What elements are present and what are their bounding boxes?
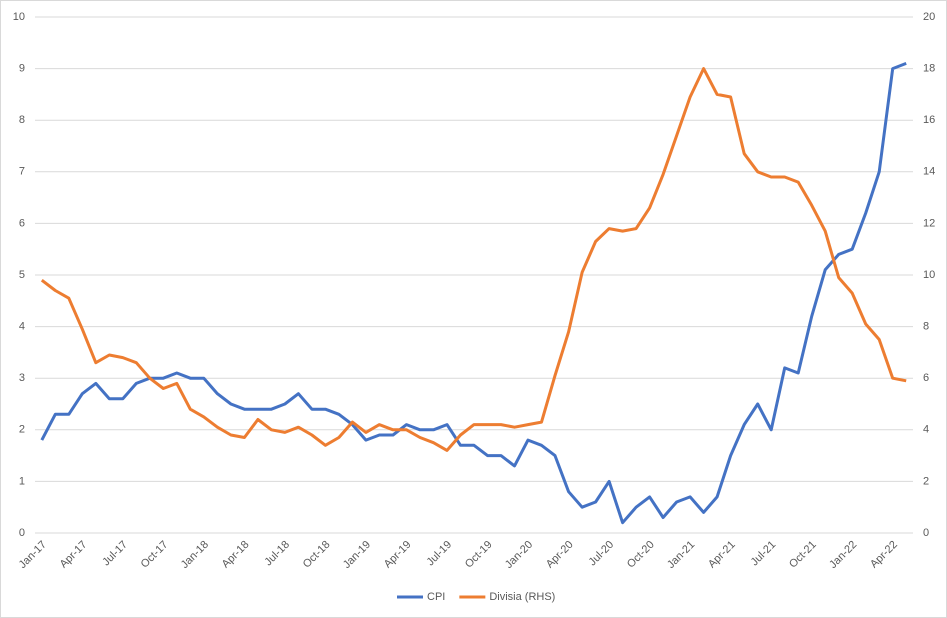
y2-tick-label: 6 bbox=[923, 372, 929, 384]
y-tick-label: 10 bbox=[13, 11, 25, 23]
legend-label: Divisia (RHS) bbox=[489, 591, 555, 603]
y-tick-label: 0 bbox=[19, 527, 25, 539]
y2-tick-label: 12 bbox=[923, 217, 935, 229]
y-tick-label: 4 bbox=[19, 321, 25, 333]
y-tick-label: 6 bbox=[19, 217, 25, 229]
y2-tick-label: 10 bbox=[923, 269, 935, 281]
y2-tick-label: 16 bbox=[923, 114, 935, 126]
y2-tick-label: 18 bbox=[923, 63, 935, 75]
y2-tick-label: 0 bbox=[923, 527, 929, 539]
y2-tick-label: 14 bbox=[923, 166, 935, 178]
series-line bbox=[40, 62, 907, 525]
y-tick-label: 7 bbox=[19, 166, 25, 178]
y-tick-label: 2 bbox=[19, 424, 25, 436]
y2-tick-label: 20 bbox=[923, 11, 935, 23]
y-tick-label: 3 bbox=[19, 372, 25, 384]
series-line bbox=[40, 67, 907, 452]
y-tick-label: 8 bbox=[19, 114, 25, 126]
y2-tick-label: 2 bbox=[923, 475, 929, 487]
legend-label: CPI bbox=[427, 591, 445, 603]
y2-tick-label: 8 bbox=[923, 321, 929, 333]
y-tick-label: 9 bbox=[19, 63, 25, 75]
y-tick-label: 5 bbox=[19, 269, 25, 281]
y2-tick-label: 4 bbox=[923, 424, 929, 436]
y-tick-label: 1 bbox=[19, 475, 25, 487]
